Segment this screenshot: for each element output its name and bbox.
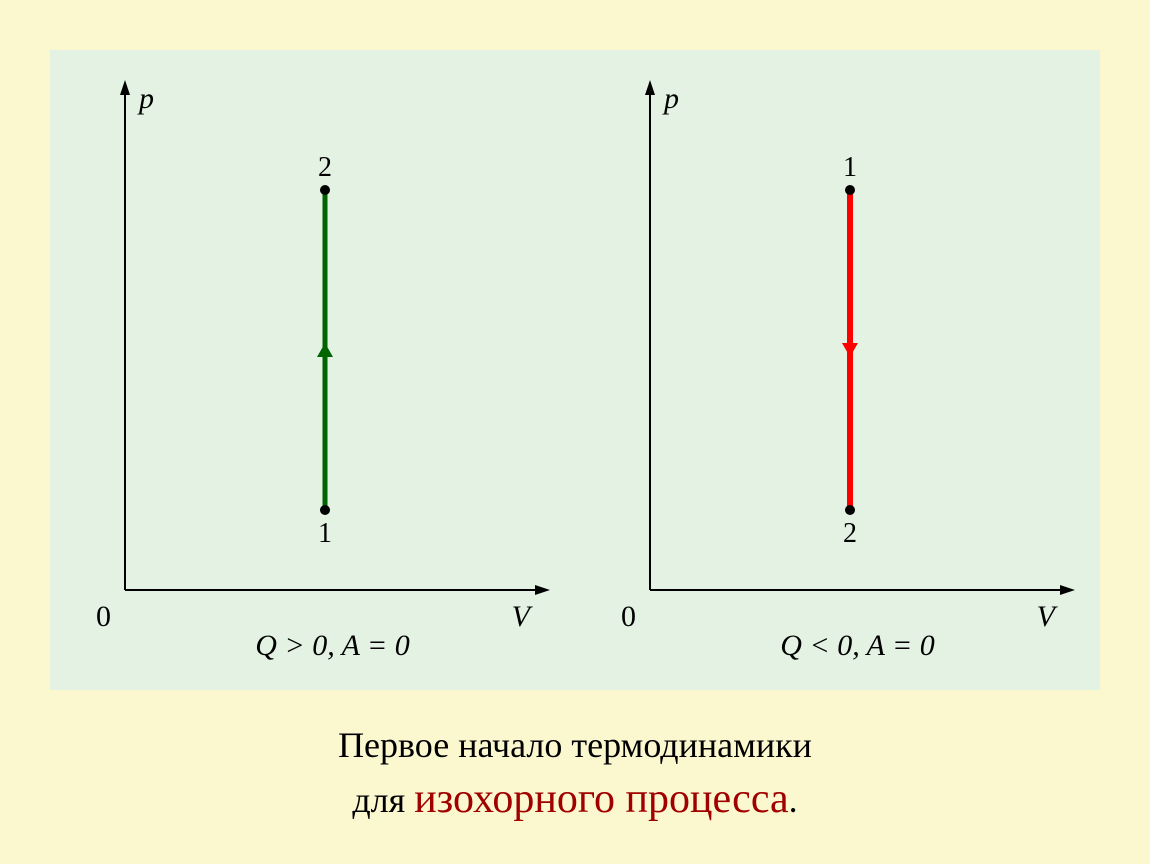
caption-line2-suffix: . [789, 780, 798, 820]
svg-text:0: 0 [621, 600, 636, 633]
svg-text:p: p [662, 82, 679, 115]
caption-line2-emphasis: изохорного процесса [414, 776, 788, 822]
svg-text:p: p [137, 82, 154, 115]
svg-text:1: 1 [318, 518, 332, 549]
svg-text:1: 1 [843, 152, 857, 183]
chart-left: p V 0 2 1 Q > 0, A = 0 [50, 50, 575, 690]
svg-text:Q < 0, A = 0: Q < 0, A = 0 [780, 629, 934, 662]
diagram-area: p V 0 2 1 Q > 0, A = 0 p V 0 1 2 Q < 0, A = 0 [50, 50, 1100, 690]
caption-line2-prefix: для [352, 780, 414, 820]
caption-line2: для изохорного процесса. [0, 770, 1150, 829]
caption-line1: Первое начало термодинамики [0, 720, 1150, 770]
svg-text:V: V [512, 600, 534, 633]
svg-text:2: 2 [843, 518, 857, 549]
svg-text:2: 2 [318, 152, 332, 183]
slide-page: p V 0 2 1 Q > 0, A = 0 p V 0 1 2 Q < 0, A = 0 Перв… [0, 0, 1150, 864]
chart-right: p V 0 1 2 Q < 0, A = 0 [575, 50, 1100, 690]
svg-text:V: V [1037, 600, 1059, 633]
svg-text:0: 0 [96, 600, 111, 633]
caption-block: Первое начало термодинамики для изохорно… [0, 720, 1150, 829]
svg-text:Q > 0, A = 0: Q > 0, A = 0 [255, 629, 409, 662]
